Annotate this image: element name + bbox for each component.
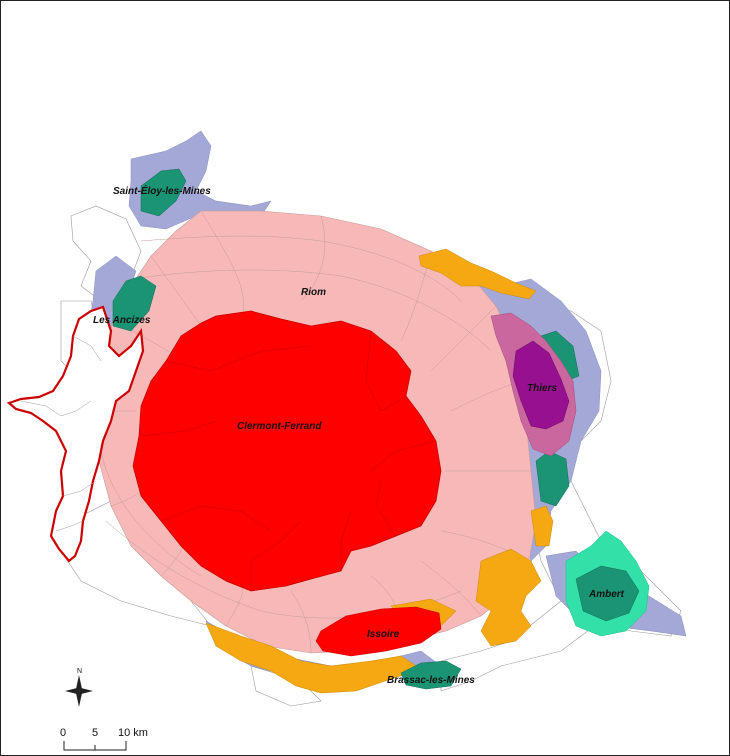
- zone-thiers-core: [512, 340, 570, 430]
- zone-brassac: [400, 660, 462, 690]
- label-issoire: Issoire: [367, 629, 400, 640]
- label-thiers: Thiers: [527, 383, 557, 394]
- label-brassac: Brassac-les-Mines: [387, 675, 475, 686]
- red-outline-inner-lines: [20, 335, 102, 532]
- zone-red-outline: [6, 305, 145, 563]
- label-ambert: Ambert: [588, 589, 625, 600]
- zone-clermont-core: [132, 310, 442, 592]
- compass-west-icon: [65, 688, 79, 694]
- label-les-ancizes: Les Ancizes: [93, 315, 151, 326]
- compass-south-icon: [76, 691, 82, 707]
- label-clermont: Clermont-Ferrand: [237, 421, 322, 432]
- zone-ambert-core: [575, 565, 640, 622]
- zone-orange-east: [530, 505, 554, 547]
- teal-zones: [112, 168, 580, 690]
- zone-saint-eloy: [140, 168, 187, 217]
- scale-bar-line: [63, 741, 127, 751]
- zone-orange-north: [418, 248, 537, 300]
- scale-label-5: 5: [92, 727, 98, 739]
- north-arrow: N: [65, 668, 93, 707]
- core-commune-lines: [140, 330, 437, 591]
- label-riom: Riom: [301, 287, 326, 298]
- compass-east-icon: [79, 688, 93, 694]
- north-letter: N: [77, 668, 82, 675]
- scale-bar: 0 5 10 km: [60, 727, 148, 751]
- zone-issoire: [315, 606, 442, 657]
- scale-label-10: 10 km: [118, 727, 148, 739]
- zone-orange-southeast: [475, 548, 542, 647]
- compass-north-icon: [76, 675, 82, 691]
- scale-label-0: 0: [60, 727, 66, 739]
- label-saint-eloy: Saint-Éloy-les-Mines: [113, 184, 211, 197]
- zone-les-ancizes: [112, 275, 157, 332]
